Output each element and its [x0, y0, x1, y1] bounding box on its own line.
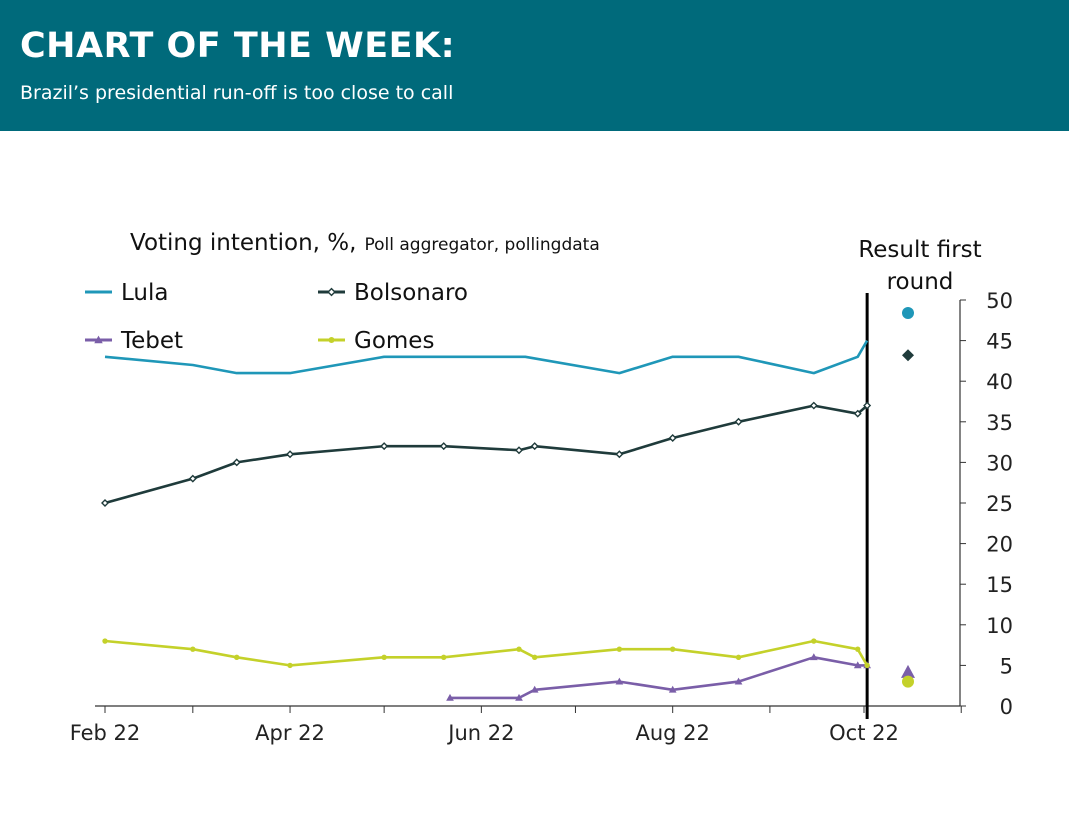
- y-tick-label: 35: [986, 411, 1013, 435]
- y-tick-label: 20: [986, 533, 1013, 557]
- legend-item-gomes: Gomes: [318, 328, 434, 354]
- data-point-tebet: [446, 693, 454, 701]
- data-point-tebet: [809, 653, 818, 661]
- legend-item-lula: Lula: [85, 280, 168, 306]
- data-point-bolsonaro: [615, 450, 624, 459]
- series-gomes: [102, 638, 870, 669]
- result-point-gomes: [902, 675, 914, 688]
- x-tick-label: Feb 22: [70, 721, 141, 745]
- data-point-gomes: [855, 646, 861, 652]
- data-point-gomes: [190, 646, 196, 652]
- legend-label: Lula: [121, 280, 168, 306]
- legend-item-bolsonaro: Bolsonaro: [318, 280, 468, 306]
- data-point-bolsonaro: [668, 434, 677, 443]
- first-round-label: Result first round: [858, 237, 981, 295]
- data-point-tebet: [853, 661, 862, 669]
- data-point-tebet: [668, 685, 677, 693]
- legend: Lula Bolsonaro Tebet Gomes: [85, 280, 468, 354]
- data-point-gomes: [441, 654, 447, 660]
- data-point-bolsonaro: [232, 458, 241, 467]
- data-point-gomes: [531, 654, 538, 660]
- data-point-bolsonaro: [809, 401, 818, 410]
- axes: Feb 22 Apr 22 Jun 22 Aug 22 Oct 22 0 5 10 15 20 25…: [70, 237, 1013, 745]
- legend-marker: [327, 287, 336, 297]
- data-point-bolsonaro: [530, 442, 539, 451]
- legend-item-tebet: Tebet: [85, 328, 183, 354]
- data-point-gomes: [735, 654, 742, 660]
- header-banner: CHART OF THE WEEK: Brazil’s presidential…: [0, 0, 1069, 131]
- y-tick-label: 50: [986, 289, 1013, 313]
- data-point-gomes: [616, 646, 623, 652]
- x-tick-label: Apr 22: [255, 721, 325, 745]
- series-line-bolsonaro: [104, 404, 868, 505]
- x-tick-label: Jun 22: [446, 721, 514, 745]
- x-tick-label: Aug 22: [635, 721, 709, 745]
- series-layer: [101, 339, 872, 701]
- chart-subtitle: Poll aggregator, pollingdata: [364, 235, 599, 255]
- data-point-bolsonaro: [439, 442, 448, 451]
- data-point-tebet: [530, 685, 539, 693]
- data-point-bolsonaro: [853, 409, 862, 418]
- data-point-tebet: [734, 677, 743, 685]
- legend-label: Gomes: [354, 328, 434, 354]
- y-tick-label: 5: [1000, 654, 1013, 678]
- data-point-bolsonaro: [515, 446, 523, 455]
- data-point-bolsonaro: [188, 474, 197, 483]
- chart-title: Voting intention, %,: [130, 230, 356, 256]
- result-point-bolsonaro: [902, 349, 914, 362]
- series-bolsonaro: [101, 401, 872, 507]
- data-point-gomes: [669, 646, 676, 652]
- data-point-bolsonaro: [863, 401, 872, 410]
- series-line-gomes: [104, 639, 869, 667]
- series-line-tebet: [450, 655, 868, 700]
- result-point-lula: [902, 306, 914, 319]
- result-point-tebet: [901, 664, 915, 678]
- legend-marker: [328, 336, 335, 344]
- data-point-gomes: [381, 654, 387, 660]
- y-tick-label: 0: [1000, 695, 1013, 719]
- data-point-bolsonaro: [101, 499, 109, 507]
- svg-text:Voting intention, %,Poll aggre: Voting intention, %, Poll aggregator, pol…: [130, 230, 600, 256]
- series-line-lula: [104, 339, 869, 375]
- legend-label: Tebet: [120, 328, 183, 354]
- data-point-bolsonaro: [286, 450, 295, 459]
- y-tick-label: 45: [986, 330, 1013, 354]
- data-point-gomes: [864, 662, 870, 669]
- data-point-gomes: [287, 662, 293, 669]
- result-markers: [901, 306, 915, 688]
- series-lula: [104, 339, 869, 375]
- y-tick-label: 15: [986, 573, 1013, 597]
- y-tick-label: 40: [986, 370, 1013, 394]
- data-point-gomes: [811, 638, 817, 644]
- series-tebet: [446, 653, 871, 701]
- data-point-gomes: [234, 654, 240, 660]
- data-point-gomes: [102, 638, 108, 644]
- y-tick-label: 25: [986, 492, 1013, 516]
- header-subtitle: Brazil’s presidential run-off is too clo…: [20, 82, 454, 104]
- legend-label: Bolsonaro: [354, 280, 468, 306]
- data-point-tebet: [615, 677, 624, 685]
- data-point-gomes: [516, 646, 522, 652]
- data-point-bolsonaro: [734, 417, 743, 426]
- data-point-tebet: [515, 693, 523, 701]
- header-title: CHART OF THE WEEK:: [20, 26, 456, 66]
- legend-marker: [94, 335, 103, 344]
- data-point-bolsonaro: [380, 442, 389, 451]
- x-tick-label: Oct 22: [829, 721, 899, 745]
- y-tick-label: 30: [986, 451, 1013, 475]
- y-tick-label: 10: [986, 614, 1013, 638]
